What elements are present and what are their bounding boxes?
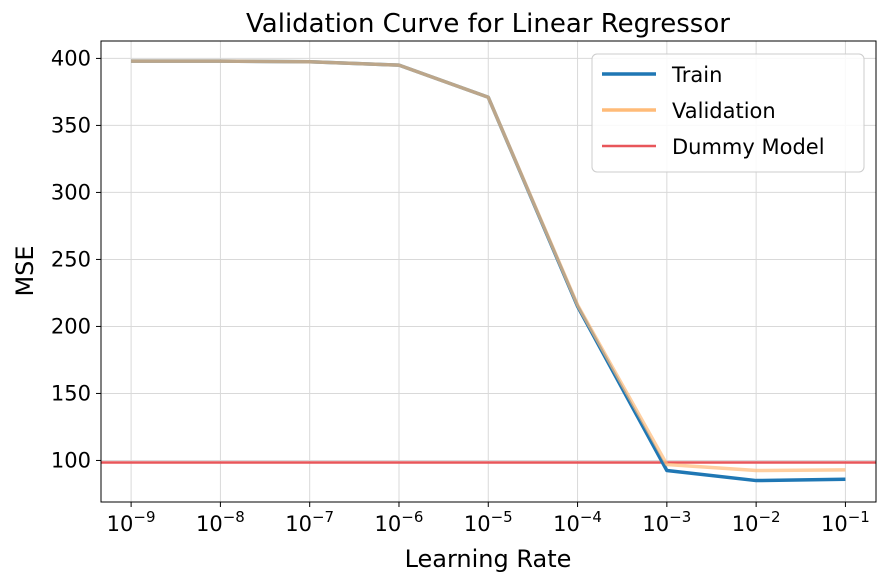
- y-tick-label: 350: [51, 113, 91, 137]
- y-tick-label: 300: [51, 180, 91, 204]
- x-tick-label: 10−8: [196, 508, 245, 536]
- grid: [101, 41, 876, 502]
- x-tick-label: 10−3: [642, 508, 691, 536]
- x-tick-label: 10−5: [464, 508, 513, 536]
- y-tick-label: 250: [51, 247, 91, 271]
- x-tick-label: 10−6: [375, 508, 424, 536]
- legend-entry-label: Validation: [672, 99, 776, 123]
- chart-title: Validation Curve for Linear Regressor: [246, 9, 730, 39]
- series-lines: [101, 59, 876, 483]
- y-tick-label: 400: [51, 46, 91, 70]
- legend-entry-label: Train: [671, 63, 722, 87]
- x-axis-label: Learning Rate: [405, 545, 572, 573]
- axis-ticks: 10−9 10−8 10−7 10−6 10−5 10−4 10−3 10−2 10−1 100 1…: [51, 46, 870, 536]
- y-tick-label: 150: [51, 381, 91, 405]
- x-tick-label: 10−2: [732, 508, 781, 536]
- x-tick-label: 10−9: [107, 508, 156, 536]
- legend: Train Validation Dummy Model: [591, 53, 865, 173]
- x-tick-label: 10−7: [285, 508, 334, 536]
- x-tick-label: 10−1: [821, 508, 870, 536]
- y-tick-label: 100: [51, 448, 91, 472]
- x-tick-label: 10−4: [553, 508, 602, 536]
- legend-entry-label: Dummy Model: [672, 135, 825, 159]
- legend-box: [591, 53, 865, 173]
- y-tick-label: 200: [51, 314, 91, 338]
- y-axis-label: MSE: [11, 245, 39, 296]
